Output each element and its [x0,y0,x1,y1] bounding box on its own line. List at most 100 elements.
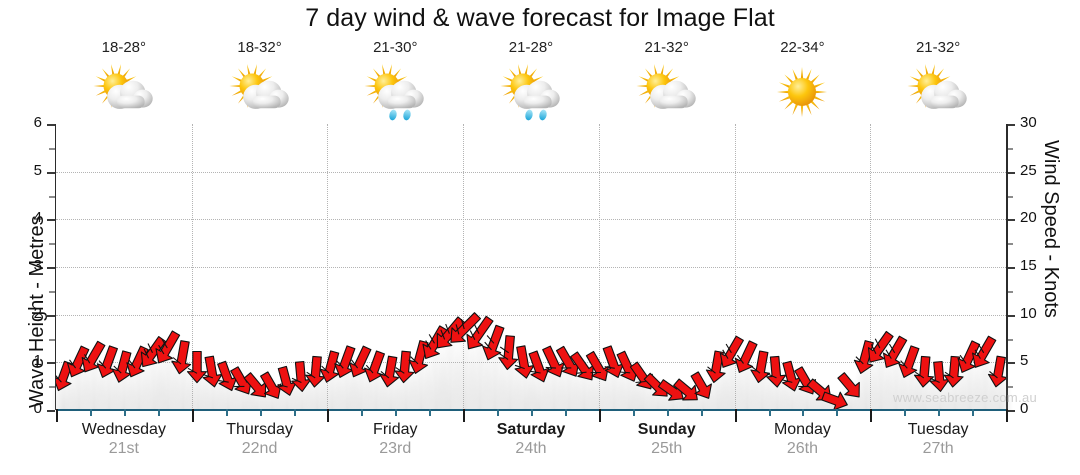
temperature-range: 21-28° [508,39,554,56]
y-tick-right-minor [1007,195,1013,198]
day-footer-saturday: Saturday 24th [463,420,599,459]
day-date: 24th [515,440,547,457]
plot-area [51,124,1013,410]
day-date: 26th [786,440,818,457]
x-tick-minor [836,409,839,416]
y-tick-right-minor [1007,147,1013,150]
day-header-sunday: 21-32° [599,40,735,125]
y-tick-right [1007,267,1015,269]
y-tick-left-minor [49,243,55,246]
day-header-tuesday: 21-32° [870,40,1006,125]
y-tick-left [47,314,55,317]
y-tick-label-left: 4 [33,209,42,227]
day-footer-wednesday: Wednesday 21st [56,420,192,459]
y-tick-left [47,362,55,365]
x-tick-major [598,409,601,422]
gridline [56,314,1006,316]
wind-arrow-series [56,312,1006,410]
y-tick-left [47,267,55,269]
x-tick-major [463,409,466,422]
day-date: 25th [651,440,683,457]
y-tick-right [1007,410,1015,412]
day-divider [734,124,736,410]
y-tick-right-minor [1007,386,1013,389]
watermark: www.seabreeze.com.au [893,390,1038,405]
x-tick-major [1006,409,1008,422]
x-tick-minor [225,409,228,416]
x-tick-minor [666,409,669,416]
temperature-range: 18-28° [101,39,147,56]
y-tick-label-left: 3 [33,257,42,274]
day-divider [327,124,329,410]
day-divider [870,124,872,410]
gridline [56,267,1006,268]
x-tick-minor [429,409,432,416]
day-name: Saturday [496,421,566,438]
day-footer-friday: Friday 23rd [327,420,463,459]
x-tick-minor [531,409,533,416]
y-tick-label-right: 0 [1020,400,1029,417]
y-tick-left-minor [49,147,55,150]
sun-cloud-rain-icon [357,62,433,124]
day-header-friday: 21-30° [327,40,463,125]
x-tick-minor [972,409,975,416]
y-tick-label-left: 6 [33,114,42,131]
y-tick-right [1007,124,1015,126]
y-tick-label-right: 15 [1020,257,1037,274]
y-tick-right-minor [1007,290,1013,293]
day-footer-monday: Monday 26th [735,420,871,459]
day-name: Sunday [637,421,696,438]
day-date: 21st [108,440,139,457]
gridline [56,171,1006,173]
day-name: Monday [773,421,831,438]
y-tick-left [47,171,55,174]
y-tick-left [47,219,55,222]
x-tick-minor [89,409,92,416]
y-tick-label-right: 10 [1020,304,1037,322]
day-date: 23rd [379,440,412,457]
x-tick-minor [293,409,296,416]
day-date: 27th [922,440,954,457]
sun-cloud-rain-icon [493,62,569,124]
x-tick-minor [938,409,941,416]
y-tick-right [1007,362,1015,365]
page-title: 7 day wind & wave forecast for Image Fla… [305,4,775,32]
x-tick-minor [768,409,771,416]
y-tick-label-left: 5 [33,161,42,179]
y-tick-label-left: 1 [33,352,42,370]
temperature-range: 18-32° [237,39,282,56]
temperature-range: 21-30° [373,39,418,56]
day-name: Friday [373,421,418,438]
y-tick-right-minor [1007,338,1013,341]
y-tick-left-minor [49,338,55,341]
y-tick-right-minor [1007,243,1013,246]
y-tick-label-right: 30 [1020,114,1037,131]
sun-cloud-icon [86,62,162,124]
day-footer-thursday: Thursday 22nd [192,420,328,459]
y-tick-left [47,124,55,126]
day-divider [463,124,465,410]
gridline [56,362,1006,364]
y-tick-right [1007,219,1015,222]
day-name: Thursday [226,421,293,438]
x-tick-major [327,409,330,422]
day-header-thursday: 18-32° [192,40,328,125]
day-name: Wednesday [81,421,166,438]
y-tick-label-left: 0 [33,400,42,417]
day-footer-tuesday: Tuesday 27th [870,420,1006,459]
y-tick-left-minor [49,290,55,293]
y-tick-label-right: 25 [1020,161,1037,179]
day-footer-sunday: Sunday 25th [599,420,735,459]
temperature-range: 21-32° [644,39,689,56]
x-tick-minor [395,409,398,416]
gridline [56,219,1006,221]
x-tick-minor [259,409,262,416]
y-tick-left [47,410,55,412]
x-tick-minor [904,409,907,416]
day-divider [191,124,193,410]
y-tick-label-right: 5 [1020,352,1029,370]
x-tick-minor [700,409,703,416]
day-divider [598,124,600,410]
sun-cloud-icon [629,62,705,124]
